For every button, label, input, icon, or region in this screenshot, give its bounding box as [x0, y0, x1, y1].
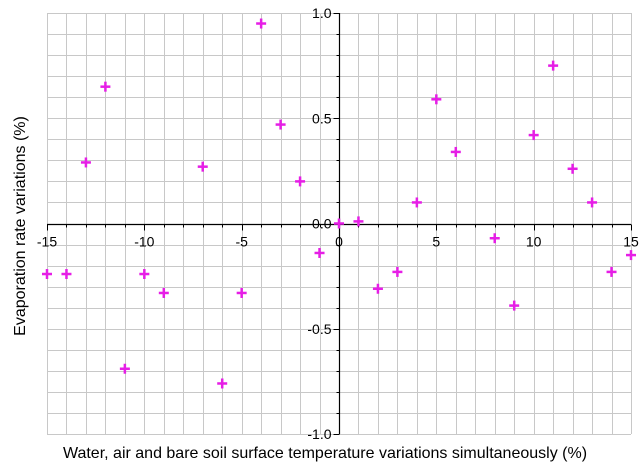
- x-tick-label: 15: [623, 234, 639, 250]
- tick-labels: -15 -10 -5 0 5 10 15 -1.0 -0.5 0.0 0.5 1.0: [37, 5, 639, 442]
- data-point: [606, 266, 617, 277]
- data-point: [567, 163, 578, 174]
- y-tick-label: 1.0: [312, 5, 332, 21]
- data-point: [450, 146, 461, 157]
- y-axis-title: Evaporation rate variations (%): [12, 116, 29, 336]
- data-point: [236, 287, 247, 298]
- data-point: [353, 216, 364, 227]
- x-tick-label: -15: [37, 234, 57, 250]
- data-point: [334, 218, 344, 229]
- x-tick-label: -5: [235, 234, 248, 250]
- data-point: [217, 378, 228, 389]
- data-point: [314, 247, 325, 258]
- data-point: [626, 250, 636, 261]
- data-point: [42, 269, 52, 280]
- data-point: [158, 287, 169, 298]
- y-tick-label: -0.5: [307, 321, 331, 337]
- data-point: [548, 60, 559, 71]
- data-point: [295, 176, 306, 187]
- data-point: [100, 81, 111, 92]
- data-point: [489, 233, 500, 244]
- data-point: [431, 94, 442, 105]
- data-point: [61, 269, 72, 280]
- x-tick-label: -10: [134, 234, 154, 250]
- data-point: [256, 18, 267, 29]
- data-point: [528, 130, 539, 141]
- x-tick-label: 10: [526, 234, 542, 250]
- data-point: [587, 197, 598, 208]
- x-tick-label: 0: [335, 234, 343, 250]
- data-point: [197, 161, 208, 172]
- data-point: [392, 266, 403, 277]
- x-tick-label: 5: [432, 234, 440, 250]
- data-point: [509, 300, 520, 311]
- y-tick-label: 0.5: [312, 110, 332, 126]
- y-tick-label: -1.0: [307, 426, 331, 442]
- data-point: [119, 363, 130, 374]
- data-point: [411, 197, 422, 208]
- data-point: [139, 269, 150, 280]
- data-point: [80, 157, 91, 168]
- data-points: [42, 18, 636, 389]
- data-point: [275, 119, 286, 130]
- x-axis-title: Water, air and bare soil surface tempera…: [63, 445, 587, 462]
- y-tick-label: 0.0: [312, 216, 332, 232]
- data-point: [372, 283, 383, 294]
